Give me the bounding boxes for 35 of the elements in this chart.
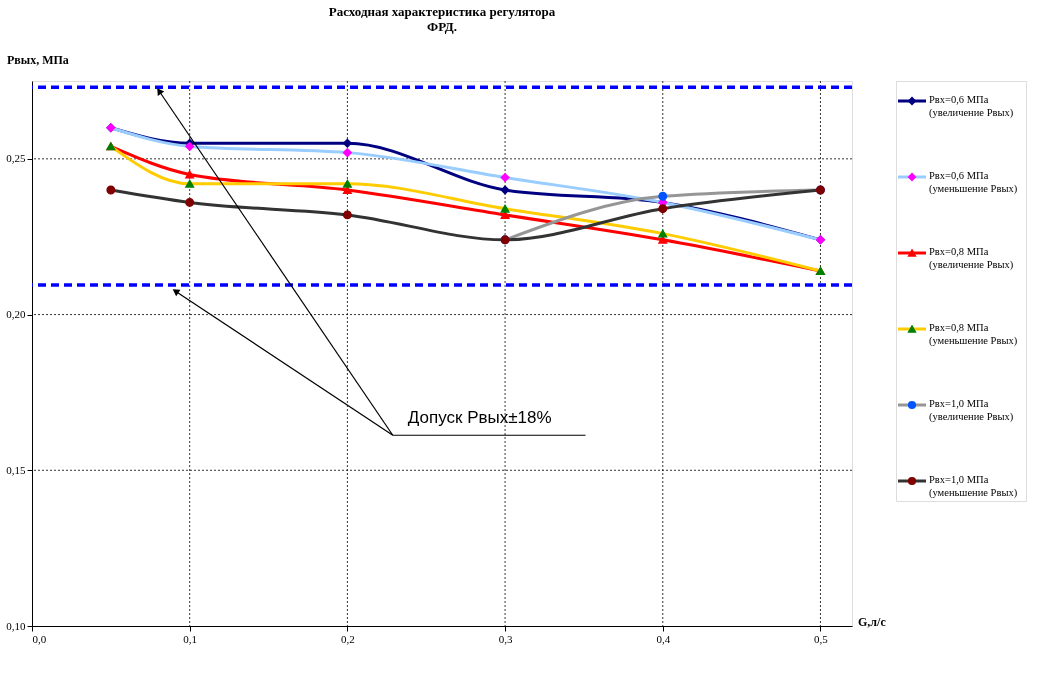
- legend-label: Рвх=0,6 МПа (уменьшение Рвых): [929, 170, 1018, 195]
- y-axis-title: Рвых, МПа: [7, 53, 69, 67]
- point: [342, 179, 352, 188]
- point: [106, 185, 116, 195]
- legend-label: Рвх=1,0 МПа (уменьшение Рвых): [929, 474, 1018, 499]
- x-tick-label: 0,0: [32, 632, 47, 645]
- legend-label: Рвх=0,8 МПа (увеличение Рвых): [929, 246, 1014, 271]
- point: [185, 170, 195, 179]
- point: [185, 179, 195, 188]
- point: [342, 148, 352, 158]
- y-tick-label: 0,25: [6, 152, 26, 165]
- legend-label: Рвх=0,8 МПа (уменьшение Рвых): [929, 322, 1018, 347]
- x-axis-title: G,л/с: [858, 615, 887, 629]
- x-tick-label: 0,2: [341, 632, 355, 645]
- point: [342, 186, 352, 194]
- point: [658, 191, 668, 201]
- x-tick-label: 0,4: [656, 632, 671, 645]
- y-tick-label: 0,10: [6, 619, 26, 632]
- y-tick-label: 0,15: [6, 463, 26, 476]
- point: [342, 138, 352, 148]
- point: [500, 173, 510, 182]
- x-tick-label: 0,1: [183, 632, 198, 645]
- point: [342, 210, 352, 220]
- chart-title: Расходная характеристика регулятора ФРД.: [328, 4, 556, 34]
- point: [658, 229, 668, 238]
- x-tick-label: 0,5: [814, 632, 829, 645]
- point: [500, 185, 510, 195]
- legend-label: Рвх=0,6 МПа (увеличение Рвых): [929, 94, 1014, 119]
- annotation: Допуск Рвых±18%: [407, 408, 552, 428]
- x-tick-label: 0,3: [498, 632, 513, 645]
- point: [500, 204, 510, 213]
- point: [185, 198, 195, 207]
- point: [658, 204, 668, 214]
- y-tick-label: 0,20: [6, 308, 26, 321]
- legend-label: Рвх=1,0 МПа (увеличение Рвых): [929, 398, 1014, 423]
